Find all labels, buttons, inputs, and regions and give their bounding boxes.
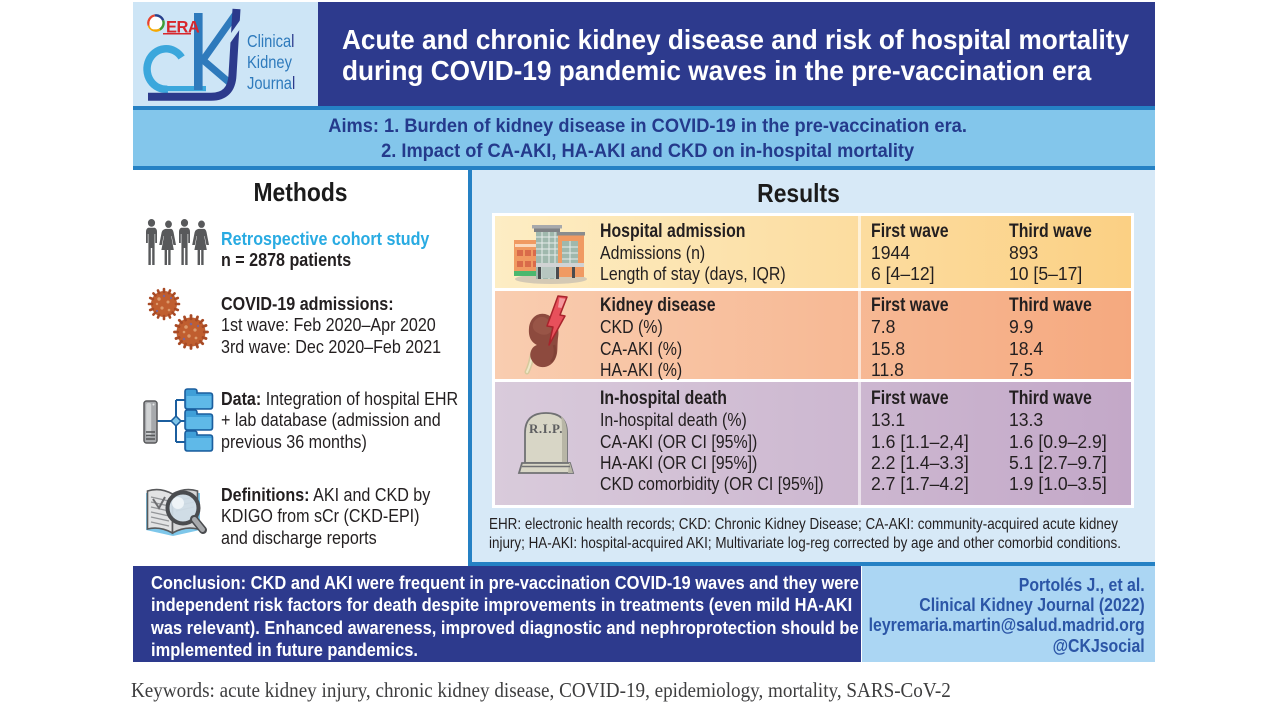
svg-text:R.I.P.: R.I.P. xyxy=(529,421,563,436)
svg-text:ERA: ERA xyxy=(166,19,200,37)
